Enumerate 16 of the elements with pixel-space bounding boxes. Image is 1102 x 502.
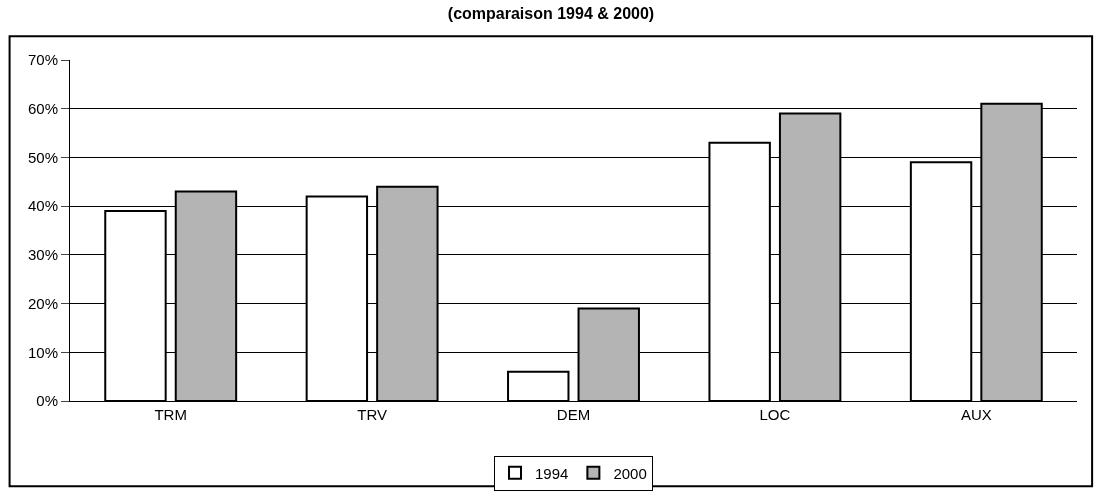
y-tick-label: 30% — [27, 246, 58, 264]
x-tick-label: TRM — [154, 406, 187, 423]
y-tick-label: 20% — [27, 294, 58, 312]
x-tick-label: LOC — [759, 406, 791, 423]
legend-label: 1994 — [535, 464, 569, 482]
x-tick-label: TRV — [357, 406, 387, 423]
chart-title: (comparaison 1994 & 2000) — [447, 4, 655, 22]
legend-label: 2000 — [613, 464, 647, 482]
y-tick-label: 0% — [36, 392, 58, 410]
y-tick-label: 60% — [27, 99, 58, 117]
x-tick-label: AUX — [960, 406, 992, 423]
y-tick-label: 40% — [27, 197, 58, 215]
y-tick-label: 70% — [27, 51, 58, 69]
y-tick-label: 50% — [27, 148, 58, 166]
x-tick-label: DEM — [556, 406, 591, 423]
y-tick-label: 10% — [27, 343, 58, 361]
